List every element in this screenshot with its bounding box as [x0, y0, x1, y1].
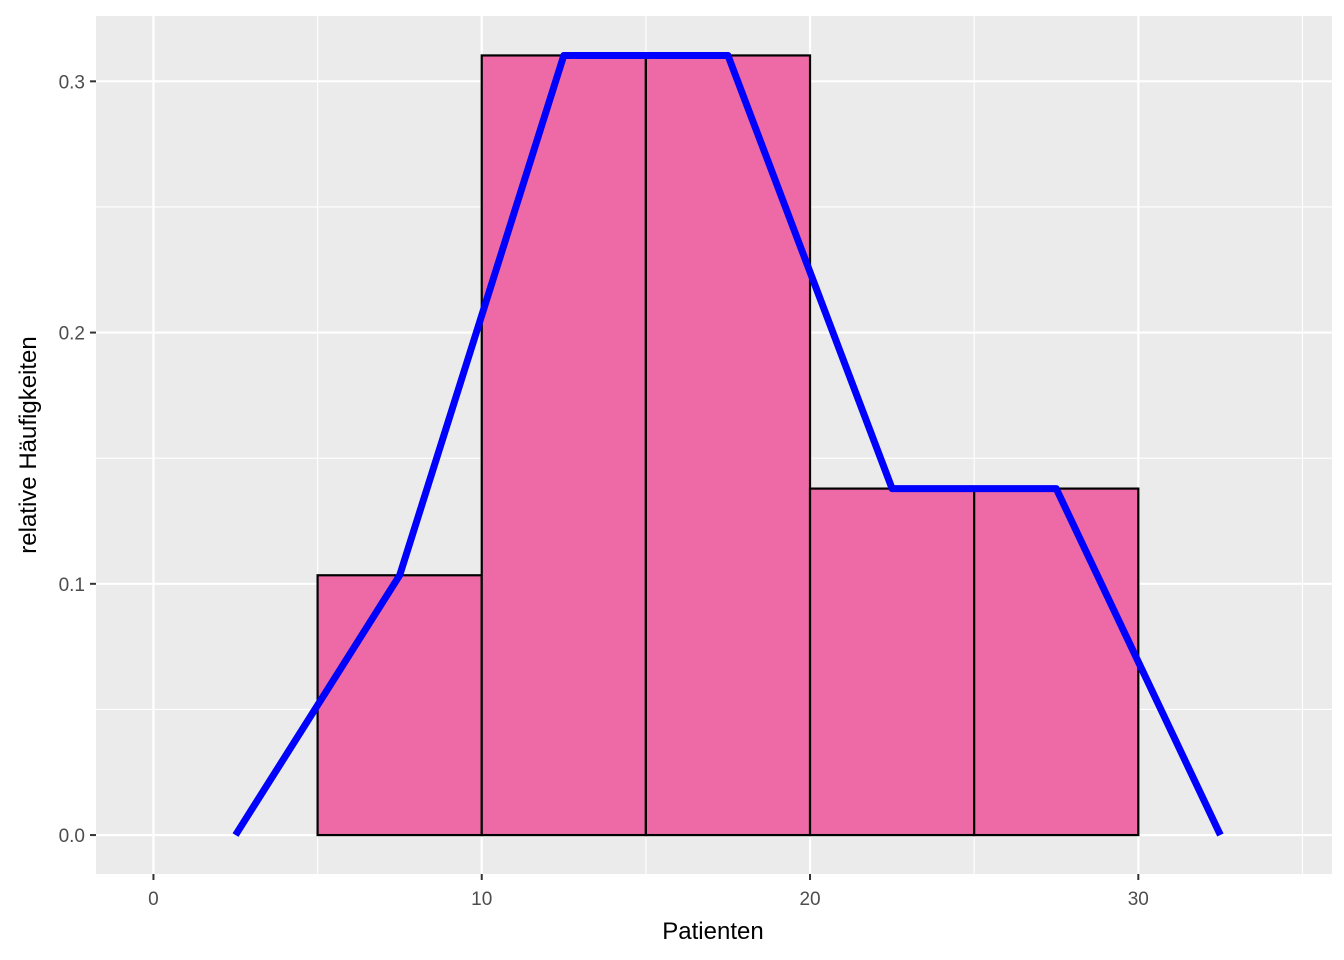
polygon-line: [232, 51, 1224, 837]
x-tick-label: 20: [799, 889, 820, 910]
histogram-bar: [644, 54, 812, 837]
frequency-polygon: [232, 51, 1224, 837]
histogram-bar: [973, 487, 1140, 837]
axis-ticks: [90, 80, 1140, 880]
x-axis-title: Patienten: [662, 918, 763, 945]
y-tick-label: 0.2: [59, 324, 85, 345]
y-tick-label: 0.1: [59, 575, 85, 596]
histogram-bar: [808, 487, 976, 837]
histogram-bar: [316, 574, 483, 837]
y-tick-label: 0.3: [59, 72, 85, 93]
y-axis-title: relative Häufigkeiten: [15, 336, 42, 553]
x-tick-label: 10: [471, 889, 492, 910]
x-tick-label: 0: [148, 889, 159, 910]
y-tick-label: 0.0: [59, 826, 85, 847]
x-tick-label: 30: [1128, 889, 1149, 910]
histogram-bar: [480, 54, 647, 837]
histogram-bars: [316, 54, 1140, 837]
tick-labels: 0.0 0.1 0.2 0.3 0 10 20 30: [59, 72, 1149, 910]
